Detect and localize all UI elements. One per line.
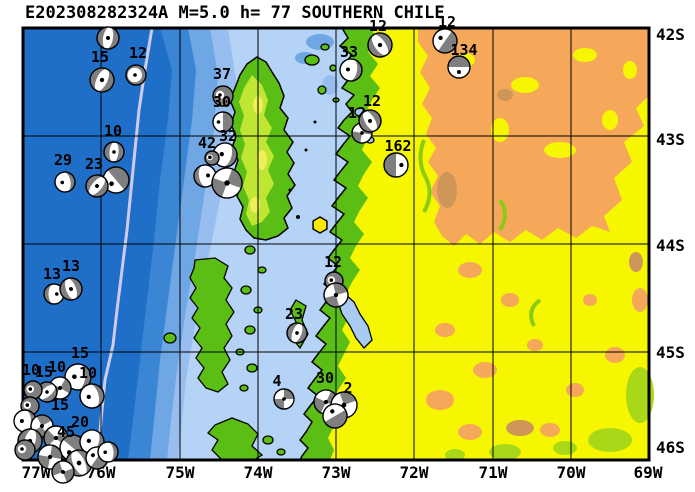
focal-mechanism-depth-label: 15 <box>71 344 89 362</box>
focal-mechanism-depth-label: 10 <box>22 361 40 379</box>
focal-mechanism <box>89 67 115 93</box>
trench-line <box>96 27 154 459</box>
focal-mechanism-depth-label: 134 <box>450 41 477 59</box>
focal-mechanism <box>97 441 119 463</box>
lat-tick-label: 45S <box>656 343 685 362</box>
focal-mechanism <box>432 28 458 54</box>
focal-mechanism-depth-label: 162 <box>384 137 411 155</box>
focal-mechanism-depth-label: 2 <box>343 379 352 397</box>
focal-mechanism-depth-label: 15 <box>91 48 109 66</box>
lon-tick-label: 74W <box>244 463 273 482</box>
focal-mechanism <box>125 64 147 86</box>
focal-mechanism-depth-label: 13 <box>62 257 80 275</box>
focal-mechanism <box>358 109 382 133</box>
focal-mechanism <box>14 439 36 461</box>
focal-mechanism <box>102 166 130 194</box>
lon-tick-label: 69W <box>634 463 663 482</box>
focal-mechanism <box>64 363 92 391</box>
focal-mechanism <box>204 150 220 166</box>
focal-mechanism <box>79 383 105 409</box>
latitude-labels: 42S 43S 44S 45S 46S <box>656 25 685 457</box>
focal-mechanism-depth-label: 15 <box>35 363 53 381</box>
focal-mechanism-depth-label: 37 <box>213 65 231 83</box>
lon-tick-label: 71W <box>479 463 508 482</box>
focal-mechanism <box>211 167 243 199</box>
lat-tick-label: 44S <box>656 236 685 255</box>
focal-mechanism-depth-label: 15 <box>51 396 69 414</box>
lat-tick-label: 42S <box>656 25 685 44</box>
focal-mechanism <box>59 277 83 301</box>
lon-tick-label: 73W <box>322 463 351 482</box>
epicenter-hexagon <box>312 216 328 234</box>
focal-mechanism <box>96 26 120 50</box>
focal-mechanism <box>85 174 109 198</box>
lon-tick-label: 72W <box>400 463 429 482</box>
focal-mechanism <box>212 85 234 107</box>
lat-tick-label: 43S <box>656 130 685 149</box>
focal-mechanism-depth-label: 10 <box>104 122 122 140</box>
focal-mechanism-depth-label: 13 <box>43 265 61 283</box>
focal-mechanism <box>286 322 308 344</box>
focal-mechanism-depth-label: 10 <box>48 358 66 376</box>
focal-mechanism <box>323 282 349 308</box>
focal-mechanism-depth-label: 12 <box>129 44 147 62</box>
focal-mechanism-depth-label: 20 <box>71 413 89 431</box>
focal-mechanism <box>339 58 363 82</box>
focal-mechanism-depth-label: 33 <box>340 43 358 61</box>
focal-mechanism-depth-label: 23 <box>285 305 303 323</box>
lat-tick-label: 46S <box>656 438 685 457</box>
focal-mechanism-depth-label: 23 <box>85 155 103 173</box>
focal-mechanism <box>54 171 76 193</box>
focal-mechanism <box>193 164 217 188</box>
focal-mechanism <box>383 152 409 178</box>
focal-mechanism-depth-label: 42 <box>198 134 216 152</box>
focal-mechanism <box>367 32 393 58</box>
focal-mechanism <box>273 388 295 410</box>
chiloe-island <box>229 56 296 241</box>
focal-mechanism-depth-label: 32 <box>219 127 237 145</box>
focal-mechanism <box>23 380 43 400</box>
focal-mechanism-depth-label: 45 <box>57 423 75 441</box>
focal-mechanism-depth-label: 12 <box>438 13 456 31</box>
map-frame <box>21 26 651 462</box>
map-title: E202308282324A M=5.0 h= 77 SOUTHERN CHIL… <box>25 3 445 23</box>
focal-mechanism-depth-label: 12 <box>324 253 342 271</box>
epicenter-marker <box>312 216 328 234</box>
focal-mechanism <box>43 283 65 305</box>
focal-mechanism-depth-label: 12 <box>369 17 387 35</box>
focal-mechanism-depth-label: 29 <box>54 151 72 169</box>
lon-tick-label: 70W <box>557 463 586 482</box>
graticule-grid <box>23 28 649 460</box>
focal-mechanism <box>51 460 75 484</box>
focal-mechanism <box>447 55 471 79</box>
tiny-islets <box>288 120 317 219</box>
focal-mechanism-depth-label: 30 <box>213 93 231 111</box>
lon-tick-label: 75W <box>166 463 195 482</box>
focal-mechanism <box>103 141 125 163</box>
longitude-labels: 77W 76W 75W 74W 73W 72W 71W 70W 69W <box>22 463 663 482</box>
focal-mechanism <box>212 111 234 133</box>
focal-mechanism-depth-label: 10 <box>79 364 97 382</box>
focal-mechanism-depth-label: 4 <box>272 372 281 390</box>
focal-mechanism-depth-label: 12 <box>363 92 381 110</box>
focal-mechanism <box>322 403 348 429</box>
focal-mechanism-depth-label: 30 <box>316 369 334 387</box>
